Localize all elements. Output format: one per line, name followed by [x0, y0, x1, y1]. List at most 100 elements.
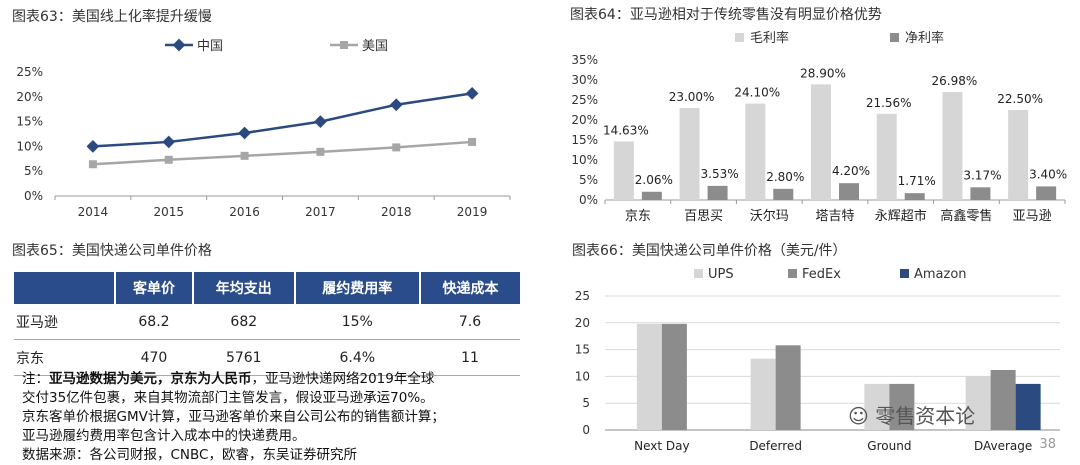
data-point: [164, 155, 173, 164]
data-point: [88, 160, 97, 169]
legend-label: Amazon: [914, 267, 967, 282]
fig63-chart: 0% 5% 10% 15% 20% 25% 2014 2015 2016 2017 2018 2019…: [16, 38, 511, 219]
x-tick-label: 百思买: [684, 209, 723, 224]
y-tick-label: 35%: [571, 53, 598, 67]
bar-fedex: [889, 383, 915, 430]
y-tick-label: 30%: [571, 73, 598, 87]
y-tick-label: 10: [575, 369, 590, 383]
x-tick-label: 亚马逊: [1013, 209, 1052, 224]
data-label: 3.17%: [963, 168, 1001, 182]
bar-gross-margin: [942, 92, 963, 200]
table-cell: 7.6: [420, 304, 520, 340]
note-bold: 亚马逊数据为美元，京东为人民币: [49, 371, 252, 387]
data-point: [392, 143, 401, 152]
watermark-text: 零售资本论: [875, 404, 976, 428]
table-cell: 11: [420, 339, 520, 376]
table-header-cell: [14, 272, 116, 304]
note-text: ，亚马逊快递网络2019年全球: [251, 371, 435, 387]
bar-fedex: [775, 345, 801, 430]
data-label: 1.71%: [898, 174, 936, 188]
y-tick-label: 25%: [16, 65, 43, 79]
table-cell: 68.2: [115, 304, 193, 340]
x-tick-label: 永辉超市: [875, 208, 927, 224]
data-point: [314, 115, 327, 128]
y-tick-label: 5%: [24, 164, 43, 178]
bar-net-margin: [839, 183, 859, 200]
fig64-chart: 0% 5% 10% 15% 20% 25% 30% 35% 京东 14.63% 2.06% 百思买 23…: [571, 30, 1067, 224]
legend-label: UPS: [708, 267, 734, 282]
data-point: [240, 151, 249, 160]
y-tick-label: 20%: [571, 113, 598, 127]
fig65-table: 客单价 年均支出 履约费用率 快递成本 亚马逊 68.2 682 15% 7.6…: [14, 272, 520, 376]
data-point: [86, 140, 100, 153]
bar-gross-margin: [1008, 110, 1029, 200]
x-tick-label: DAverage: [974, 439, 1032, 453]
data-point: [465, 86, 479, 100]
table-header-cell: 履约费用率: [294, 272, 422, 304]
data-label: 2.80%: [766, 170, 804, 184]
data-point: [316, 147, 325, 156]
bar-net-margin: [904, 193, 925, 200]
note-line: 交付35亿件包裹，来自其物流部门主管发言，假设亚马逊承运70%。: [22, 390, 434, 406]
data-label: 26.98%: [932, 74, 978, 88]
y-tick-label: 20: [575, 316, 590, 330]
y-tick-label: 0%: [24, 189, 43, 203]
legend-label: 毛利率: [750, 30, 789, 46]
y-tick-label: 15%: [16, 115, 43, 129]
table-cell: 682: [192, 304, 295, 340]
data-label: 22.50%: [997, 92, 1043, 106]
table-cell: 15%: [294, 304, 420, 340]
data-label: 24.10%: [734, 86, 780, 100]
fig66-chart: 0 5 10 15 20 25 Next Day Deferred Ground DAverage…: [575, 267, 1060, 453]
y-tick-label: 0%: [579, 193, 598, 207]
bar-ups: [864, 383, 890, 430]
legend-swatch: [900, 269, 909, 278]
bar-fedex: [990, 369, 1016, 430]
legend-label: FedEx: [802, 267, 841, 282]
table-header-cell: 客单价: [115, 272, 194, 304]
y-tick-label: 20%: [16, 90, 43, 104]
legend-swatch: [694, 269, 703, 278]
legend-swatch: [735, 33, 744, 42]
data-point: [238, 126, 251, 140]
note-line: 亚马逊履约费用率包含计入成本中的快递费用。: [22, 428, 306, 444]
bar-fedex: [661, 323, 687, 430]
data-label: 14.63%: [603, 123, 649, 137]
bar-gross-margin: [679, 108, 700, 200]
table-header-cell: 快递成本: [420, 272, 520, 304]
note-line: 注：亚马逊数据为美元，京东为人民币，亚马逊快递网络2019年全球: [22, 370, 522, 389]
bar-ups: [750, 358, 776, 430]
x-tick-label: 2017: [305, 205, 336, 219]
data-label: 28.90%: [800, 66, 846, 80]
bar-net-margin: [970, 187, 991, 200]
watermark: ☺ 零售资本论: [848, 400, 975, 429]
legend-label: 净利率: [905, 30, 944, 46]
bar-gross-margin: [745, 103, 766, 200]
x-tick-label: 2015: [153, 205, 184, 219]
y-tick-label: 25: [575, 289, 590, 303]
series-line-usa: [92, 140, 473, 166]
legend-marker: [340, 41, 348, 49]
note-line: 京东客单价根据GMV计算，亚马逊客单价来自公司公布的销售额计算；: [22, 409, 445, 425]
x-tick-label: Ground: [867, 439, 911, 453]
bar-ups: [965, 376, 991, 430]
wechat-icon: ☺: [848, 404, 869, 428]
data-point: [389, 98, 403, 112]
table-row: 京东 470 5761 6.4% 11: [14, 339, 520, 376]
fig63-title: 图表63：美国线上化率提升缓慢: [12, 9, 212, 25]
x-tick-label: 2016: [229, 205, 260, 219]
bar-net-margin: [773, 188, 794, 200]
bar-net-margin: [1036, 186, 1057, 200]
legend-label: 美国: [362, 39, 388, 54]
legend-marker: [172, 38, 186, 52]
data-label: 23.00%: [669, 90, 715, 104]
bar-amazon: [1015, 383, 1041, 430]
data-label: 21.56%: [866, 96, 912, 110]
x-tick-label: 高鑫零售: [940, 208, 992, 224]
note-prefix: 注：: [22, 371, 49, 387]
page-number: 38: [1039, 437, 1056, 452]
x-tick-label: 2014: [78, 205, 109, 219]
legend-label: 中国: [197, 39, 223, 54]
table-cell: 亚马逊: [14, 304, 115, 340]
table-header-cell: 年均支出: [192, 272, 296, 304]
